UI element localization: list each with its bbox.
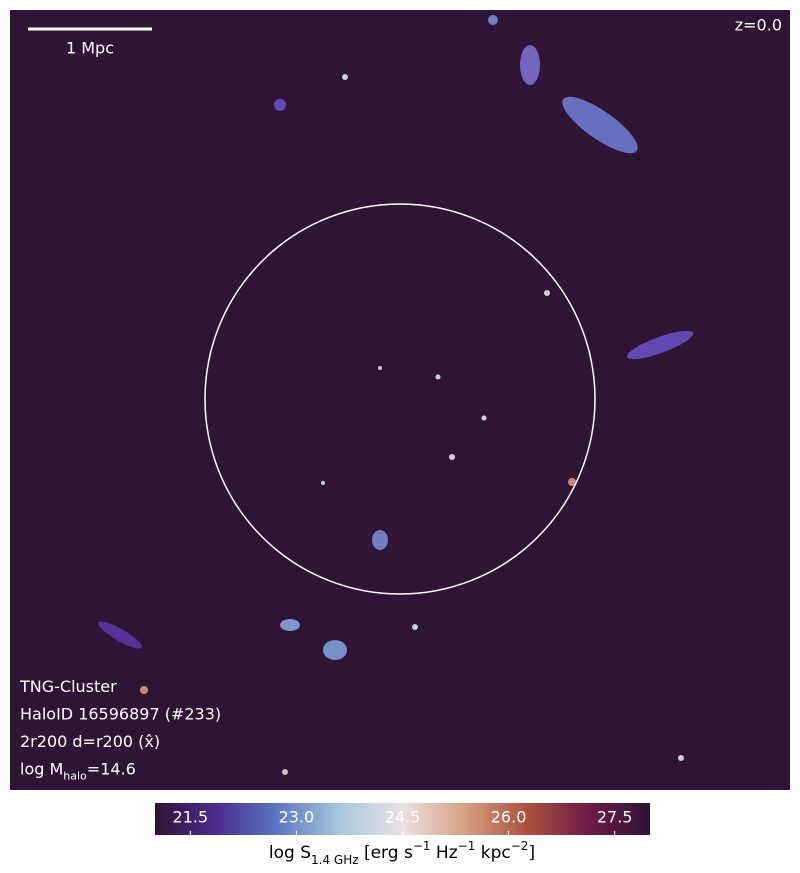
info-block: TNG-Cluster HaloID 16596897 (#233) 2r200 d… — [19, 677, 221, 783]
text-part: ] — [528, 843, 535, 863]
info-line: 2r200 d=r200 (x̂) — [20, 732, 160, 751]
info-line: HaloID 16596897 (#233) — [20, 704, 221, 723]
colorbar — [155, 803, 650, 835]
text-part: kpc — [475, 843, 510, 863]
text-part: log S — [269, 843, 311, 863]
redshift-label: z=0.0 — [735, 16, 782, 35]
text-part: halo — [63, 769, 87, 782]
map-background — [10, 10, 790, 790]
colorbar-tick-label: 24.5 — [385, 808, 421, 827]
text-part: 2r200 d=r200 (x̂) — [20, 732, 160, 751]
colorbar-tick-label: 27.5 — [597, 808, 633, 827]
text-part: Hz — [431, 843, 458, 863]
scale-bar-label: 1 Mpc — [66, 39, 114, 58]
info-line: log Mhalo=14.6 — [20, 759, 136, 782]
colorbar-label: log S1.4 GHz [erg s−1 Hz−1 kpc−2] — [269, 839, 535, 867]
colorbar-tick-label: 21.5 — [173, 808, 209, 827]
text-part: [erg s — [359, 843, 413, 863]
text-part: =14.6 — [87, 759, 136, 778]
colorbar-tick-label: 26.0 — [491, 808, 527, 827]
text-part: −2 — [511, 839, 529, 853]
colorbar-tick-label: 23.0 — [279, 808, 315, 827]
text-part: −1 — [413, 839, 431, 853]
text-part: HaloID 16596897 (#233) — [20, 704, 221, 723]
emission-blobs — [98, 15, 694, 775]
text-part: TNG-Cluster — [19, 677, 117, 696]
text-part: 1.4 GHz — [311, 853, 359, 867]
text-part: log M — [20, 759, 63, 778]
colorbar-ticks: 21.5 23.0 24.5 26.0 27.5 — [173, 808, 633, 835]
r200-circle — [204, 203, 596, 595]
text-part: −1 — [458, 839, 476, 853]
info-line: TNG-Cluster — [19, 677, 117, 696]
